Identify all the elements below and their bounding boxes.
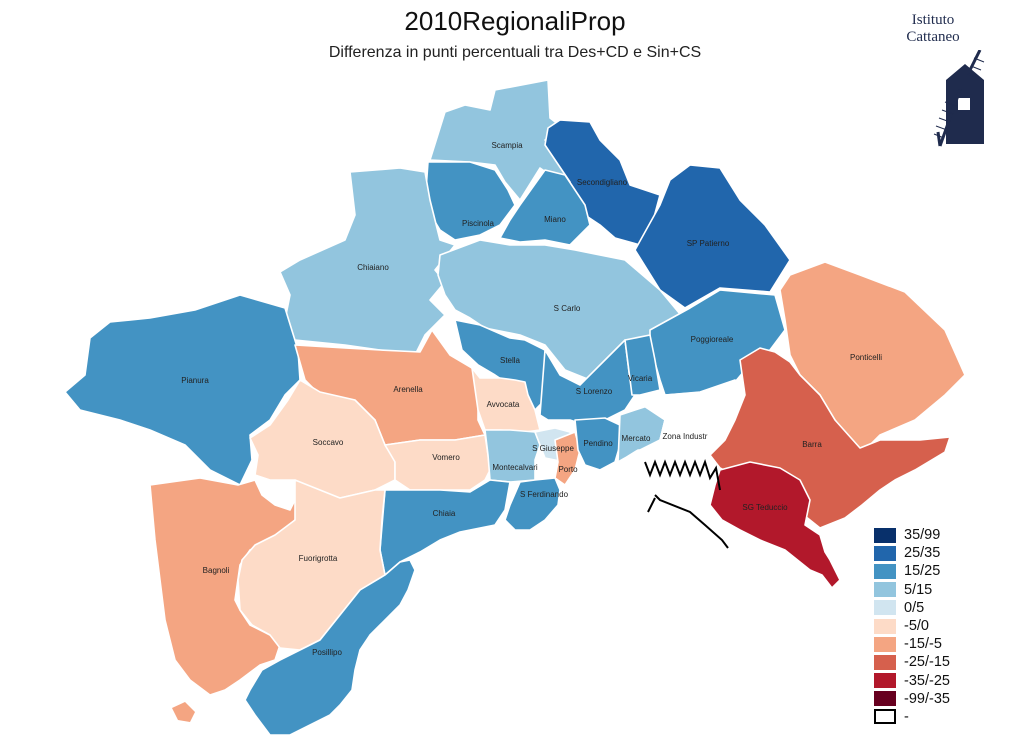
- zone-vicaria: [624, 334, 661, 396]
- zone-label-ponticelli: Ponticelli: [850, 353, 882, 362]
- zone-label-mercato: Mercato: [622, 434, 651, 443]
- zone-s-lorenzo: [539, 339, 636, 426]
- zone-label-vomero: Vomero: [432, 453, 460, 462]
- map-subtitle: Differenza in punti percentuali tra Des+…: [328, 44, 702, 61]
- zone-label-stella: Stella: [500, 356, 521, 365]
- zone-chiaia: [379, 479, 511, 576]
- legend-label: -15/-5: [904, 636, 942, 653]
- legend-label: 35/99: [904, 527, 941, 544]
- legend-swatch: [874, 673, 896, 689]
- legend-item: -15/-5: [874, 635, 950, 653]
- logo-line1: Istituto: [911, 12, 955, 28]
- zone-label-arenella: Arenella: [393, 385, 423, 394]
- zone-label-chiaia: Chiaia: [433, 509, 456, 518]
- zone-label-s-carlo: S Carlo: [554, 304, 581, 313]
- zone-sg-teduccio: [709, 461, 841, 589]
- zone-label-barra: Barra: [802, 440, 822, 449]
- zone-s-ferdinando: [504, 477, 561, 531]
- zone-label-pianura: Pianura: [181, 376, 209, 385]
- legend-item: -5/0: [874, 617, 950, 635]
- zone-miano: [499, 169, 591, 246]
- zone-label-bagnoli: Bagnoli: [203, 566, 230, 575]
- zones-layer: [64, 79, 966, 736]
- zone-ponticelli: [779, 261, 966, 456]
- zone-label-sg-teduccio: SG Teduccio: [742, 503, 788, 512]
- zone-vomero: [384, 434, 491, 491]
- legend-item: 15/25: [874, 562, 950, 580]
- legend-swatch: [874, 582, 896, 598]
- zone-chiaiano: [279, 167, 456, 356]
- zone-label-posillipo: Posillipo: [312, 648, 342, 657]
- zone-label-pendino: Pendino: [583, 439, 613, 448]
- legend-item: -25/-15: [874, 653, 950, 671]
- zone-sp-patierno: [634, 164, 791, 309]
- windmill-icon: [933, 50, 985, 147]
- legend-item: -99/-35: [874, 690, 950, 708]
- zone-label-montecalvari: Montecalvari: [492, 463, 538, 472]
- map-title: 2010RegionaliProp: [404, 6, 626, 36]
- legend-swatch: [874, 636, 896, 652]
- zone-label-s-giuseppe: S Giuseppe: [532, 444, 574, 453]
- zone-label-s-lorenzo: S Lorenzo: [576, 387, 613, 396]
- zone-nisida-islet: [172, 702, 195, 722]
- legend-swatch: [874, 563, 896, 579]
- zone-label-avvocata: Avvocata: [487, 400, 520, 409]
- zone-label-fuorigrotta: Fuorigrotta: [299, 554, 338, 563]
- zone-label-miano: Miano: [544, 215, 566, 224]
- zone-pendino: [574, 417, 621, 471]
- port-docks: [644, 458, 729, 549]
- legend-label: 25/35: [904, 545, 941, 562]
- legend-label: -: [904, 708, 909, 725]
- legend-swatch: [874, 691, 896, 707]
- istituto-cattaneo-logo: Istituto Cattaneo: [878, 12, 988, 152]
- legend-swatch: [874, 600, 896, 616]
- legend-label: 15/25: [904, 563, 941, 580]
- zone-label-secondigliano: Secondigliano: [577, 178, 628, 187]
- labels-layer: Scampia Secondigliano SP Patierno Piscinola…: [181, 141, 882, 657]
- zone-label-porto: Porto: [558, 465, 578, 474]
- zone-montecalvari: [484, 429, 541, 483]
- legend-label: -5/0: [904, 618, 929, 635]
- zone-label-s-ferdinando: S Ferdinando: [520, 490, 569, 499]
- legend-swatch: [874, 709, 896, 725]
- logo-line2: Cattaneo: [906, 29, 960, 45]
- legend-label: -25/-15: [904, 654, 950, 671]
- legend-swatch: [874, 527, 896, 543]
- legend-item: 25/35: [874, 544, 950, 562]
- legend-item: 0/5: [874, 599, 950, 617]
- zone-label-zona-industr: Zona Industr: [663, 432, 708, 441]
- zone-pianura: [64, 294, 301, 486]
- legend-label: 5/15: [904, 581, 933, 598]
- zone-label-poggioreale: Poggioreale: [691, 335, 734, 344]
- zone-label-chiaiano: Chiaiano: [357, 263, 389, 272]
- legend-item: -35/-25: [874, 672, 950, 690]
- legend-label: -35/-25: [904, 672, 950, 689]
- legend-swatch: [874, 654, 896, 670]
- zone-label-piscinola: Piscinola: [462, 219, 495, 228]
- zone-posillipo: [244, 559, 416, 736]
- legend-item: 5/15: [874, 581, 950, 599]
- zone-label-soccavo: Soccavo: [313, 438, 344, 447]
- legend-item: 35/99: [874, 526, 950, 544]
- zone-label-vicaria: Vicaria: [628, 374, 653, 383]
- legend-swatch: [874, 545, 896, 561]
- legend-swatch: [874, 618, 896, 634]
- zone-zona-industr: [634, 379, 741, 463]
- legend-label: 0/5: [904, 599, 925, 616]
- legend: 35/99 25/35 15/25 5/15 0/5 -5/0 -15/-5 -25/-15-…: [874, 526, 950, 726]
- zone-label-scampia: Scampia: [491, 141, 523, 150]
- zone-label-sp-patierno: SP Patierno: [687, 239, 730, 248]
- legend-label: -99/-35: [904, 690, 950, 707]
- legend-item: -: [874, 708, 950, 726]
